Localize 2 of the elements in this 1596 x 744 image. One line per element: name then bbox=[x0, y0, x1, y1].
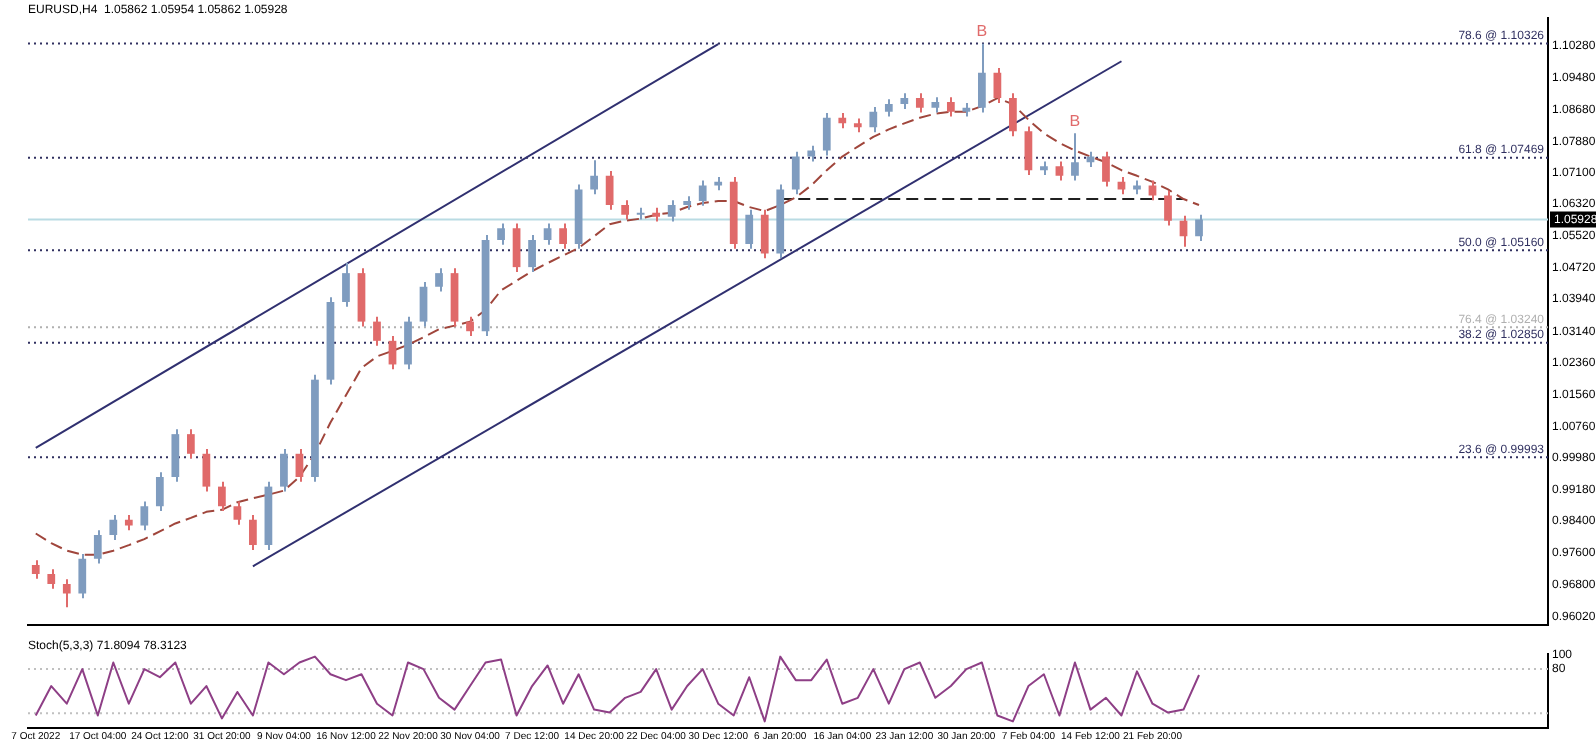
annotation: B bbox=[1069, 111, 1081, 130]
annotation: B bbox=[976, 22, 988, 41]
